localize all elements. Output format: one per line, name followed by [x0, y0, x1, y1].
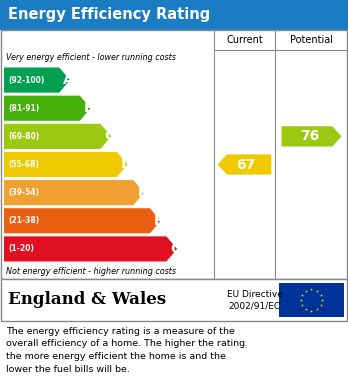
Text: (39-54): (39-54) — [8, 188, 39, 197]
Text: The energy efficiency rating is a measure of the
overall efficiency of a home. T: The energy efficiency rating is a measur… — [6, 327, 245, 373]
Text: A: A — [63, 73, 74, 87]
Polygon shape — [282, 126, 341, 147]
Text: Not energy efficient - higher running costs: Not energy efficient - higher running co… — [6, 267, 176, 276]
Polygon shape — [4, 68, 70, 93]
Polygon shape — [4, 180, 144, 205]
Text: 67: 67 — [236, 158, 255, 172]
Polygon shape — [4, 208, 160, 233]
Text: Potential: Potential — [290, 35, 333, 45]
Text: E: E — [138, 186, 147, 200]
Polygon shape — [218, 154, 271, 175]
Polygon shape — [4, 124, 111, 149]
Text: (1-20): (1-20) — [8, 244, 34, 253]
Text: Current: Current — [226, 35, 263, 45]
Text: Energy Efficiency Rating: Energy Efficiency Rating — [8, 7, 210, 23]
Polygon shape — [4, 96, 90, 121]
Text: 2002/91/EC: 2002/91/EC — [228, 302, 280, 311]
Text: C: C — [104, 129, 114, 143]
Polygon shape — [4, 236, 177, 262]
Text: B: B — [84, 101, 94, 115]
Text: EU Directive: EU Directive — [227, 291, 283, 300]
Text: F: F — [154, 214, 164, 228]
Text: (92-100): (92-100) — [8, 75, 45, 84]
Text: (81-91): (81-91) — [8, 104, 39, 113]
Text: 76: 76 — [300, 129, 320, 143]
Text: G: G — [170, 242, 181, 256]
Text: Very energy efficient - lower running costs: Very energy efficient - lower running co… — [6, 54, 176, 63]
Text: D: D — [120, 158, 132, 172]
Bar — [1, 279, 347, 321]
Text: (69-80): (69-80) — [8, 132, 39, 141]
Polygon shape — [4, 152, 128, 177]
Text: (21-38): (21-38) — [8, 216, 39, 225]
Bar — [279, 283, 344, 317]
Bar — [1, 30, 347, 279]
Text: (55-68): (55-68) — [8, 160, 39, 169]
Bar — [0, 0, 348, 30]
Text: England & Wales: England & Wales — [8, 292, 166, 308]
